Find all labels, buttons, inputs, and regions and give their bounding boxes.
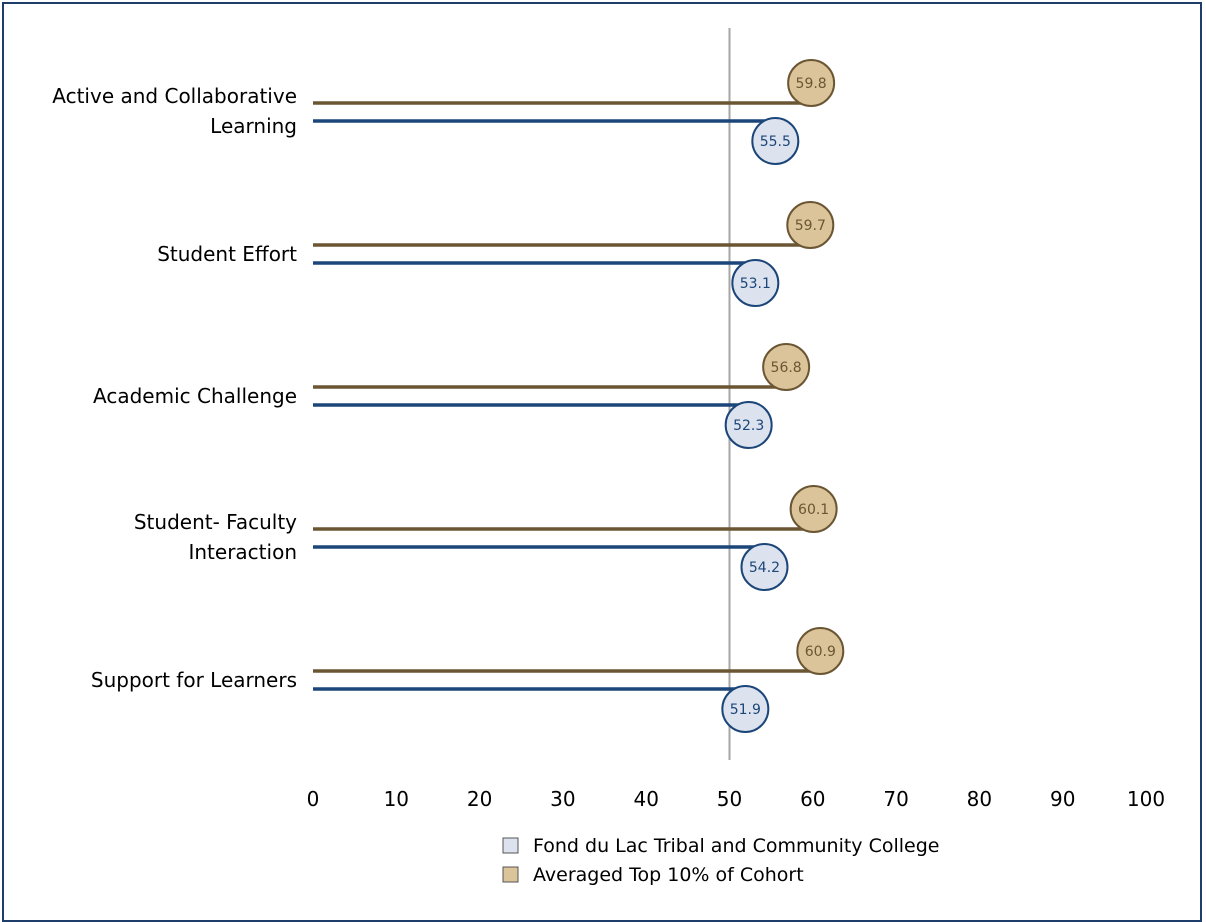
category-label-line: Academic Challenge xyxy=(93,384,297,408)
legend-swatch xyxy=(502,837,519,854)
x-tick-label: 90 xyxy=(1050,787,1075,811)
category-label-line: Support for Learners xyxy=(91,668,297,692)
category-label: Student- Faculty Interaction xyxy=(134,510,297,564)
category-label-line: Student Effort xyxy=(157,242,297,266)
college-marker xyxy=(740,543,789,591)
data-label: 60.9 xyxy=(805,644,836,660)
legend-label: Fond du Lac Tribal and Community College xyxy=(533,835,939,857)
college-marker xyxy=(731,259,780,307)
x-tick-label: 50 xyxy=(717,787,742,811)
data-label: 51.9 xyxy=(730,702,761,718)
cohort-marker xyxy=(789,485,838,533)
category-label: Academic Challenge xyxy=(93,384,297,408)
cohort-marker xyxy=(786,201,835,249)
category-label: Support for Learners xyxy=(91,668,297,692)
x-tick-label: 70 xyxy=(883,787,908,811)
x-tick-label: 40 xyxy=(633,787,658,811)
x-tick-label: 0 xyxy=(307,787,320,811)
x-tick-label: 10 xyxy=(384,787,409,811)
x-tick-label: 30 xyxy=(550,787,575,811)
x-tick-label: 80 xyxy=(967,787,992,811)
college-marker xyxy=(751,117,800,165)
legend-swatch xyxy=(502,866,519,883)
x-tick-label: 60 xyxy=(800,787,825,811)
cohort-marker xyxy=(762,343,811,391)
data-label: 59.7 xyxy=(795,218,826,234)
category-label: Student Effort xyxy=(157,242,297,266)
data-label: 53.1 xyxy=(740,276,771,292)
college-marker xyxy=(724,401,773,449)
data-label: 55.5 xyxy=(760,134,791,150)
category-label-line: Learning xyxy=(210,114,297,138)
data-label: 54.2 xyxy=(749,560,780,576)
college-marker xyxy=(721,685,770,733)
cohort-marker xyxy=(787,59,836,107)
category-label-line: Active and Collaborative xyxy=(52,84,297,108)
category-label-line: Interaction xyxy=(188,540,297,564)
category-label-line: Student- Faculty xyxy=(134,510,297,534)
category-label: Active and Collaborative Learning xyxy=(52,84,297,138)
cohort-marker xyxy=(796,627,845,675)
data-label: 52.3 xyxy=(733,418,764,434)
data-label: 60.1 xyxy=(798,502,829,518)
legend-label: Averaged Top 10% of Cohort xyxy=(533,864,804,886)
x-tick-label: 100 xyxy=(1127,787,1165,811)
data-label: 59.8 xyxy=(796,76,827,92)
x-tick-label: 20 xyxy=(467,787,492,811)
data-label: 56.8 xyxy=(771,360,802,376)
